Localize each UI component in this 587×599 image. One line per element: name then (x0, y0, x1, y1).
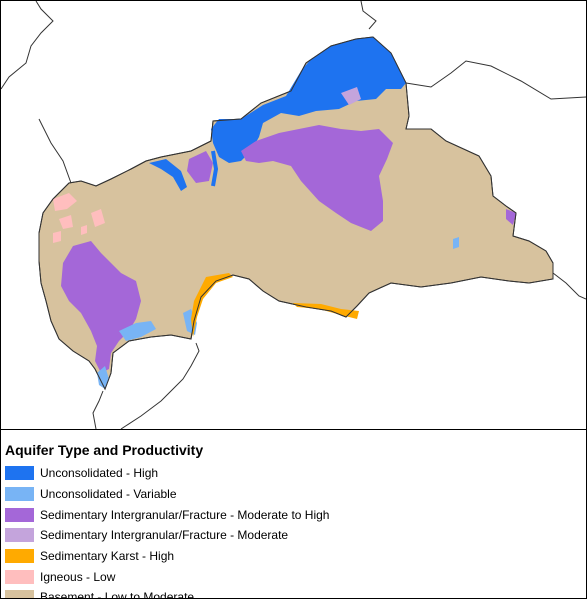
igneous-patch (53, 193, 77, 211)
legend-swatch (5, 569, 34, 584)
igneous-patch (53, 231, 61, 243)
border-line-north-west (1, 1, 54, 90)
igneous-low-patches (53, 193, 105, 243)
border-line-south-west (92, 390, 104, 429)
sedimentary-mod-high-north (241, 125, 393, 231)
legend-items: Unconsolidated - High Unconsolidated - Va… (5, 463, 580, 599)
border-line-west (38, 118, 72, 184)
country-outline (38, 36, 554, 391)
legend-swatch (5, 507, 34, 522)
igneous-patch (59, 215, 73, 229)
border-line-north (360, 1, 377, 30)
sedimentary-mod-high-east-patch (506, 209, 516, 225)
legend: Aquifer Type and Productivity Unconsolid… (5, 441, 580, 599)
legend-swatch (5, 590, 34, 598)
legend-item: Unconsolidated - Variable (5, 484, 580, 505)
border-line-south (120, 342, 200, 429)
legend-item: Basement - Low to Moderate (5, 587, 580, 599)
legend-label: Basement - Low to Moderate (40, 590, 195, 599)
legend-item: Unconsolidated - High (5, 463, 580, 484)
igneous-patch (91, 209, 105, 227)
legend-label: Sedimentary Karst - High (40, 549, 175, 564)
legend-swatch (5, 466, 34, 481)
legend-item: Sedimentary Intergranular/Fracture - Mod… (5, 525, 580, 546)
legend-item: Sedimentary Karst - High (5, 546, 580, 567)
sedimentary-karst-south-east (293, 303, 359, 319)
neighbour-borders (1, 1, 586, 429)
aquifer-map (1, 1, 586, 429)
legend-label: Unconsolidated - Variable (40, 487, 177, 502)
unconsolidated-variable-east (453, 237, 459, 249)
unconsolidated-high-west-branch (149, 159, 187, 191)
unconsolidated-variable-south (119, 321, 156, 341)
map-panel (1, 1, 586, 430)
legend-swatch (5, 487, 34, 502)
legend-title: Aquifer Type and Productivity (5, 442, 204, 458)
unconsolidated-high-north (211, 37, 406, 163)
sedimentary-mod-high-rim (187, 151, 213, 183)
sedimentary-mod-high-south-west (61, 241, 141, 373)
sedimentary-karst-south (191, 273, 233, 337)
legend-label: Igneous - Low (40, 569, 116, 584)
sedimentary-moderate-patch (341, 87, 361, 105)
legend-label: Sedimentary Intergranular/Fracture - Mod… (40, 507, 330, 522)
legend-swatch (5, 528, 34, 543)
border-line-north-east (405, 60, 586, 100)
border-line-east (552, 272, 586, 300)
legend-label: Unconsolidated - High (40, 466, 159, 481)
legend-swatch (5, 549, 34, 564)
unconsolidated-variable-south-west (97, 366, 109, 389)
legend-item: Sedimentary Intergranular/Fracture - Mod… (5, 504, 580, 525)
igneous-patch (81, 225, 87, 235)
legend-item: Igneous - Low (5, 566, 580, 587)
unconsolidated-high-channel (211, 150, 219, 187)
legend-label: Sedimentary Intergranular/Fracture - Mod… (40, 528, 289, 543)
